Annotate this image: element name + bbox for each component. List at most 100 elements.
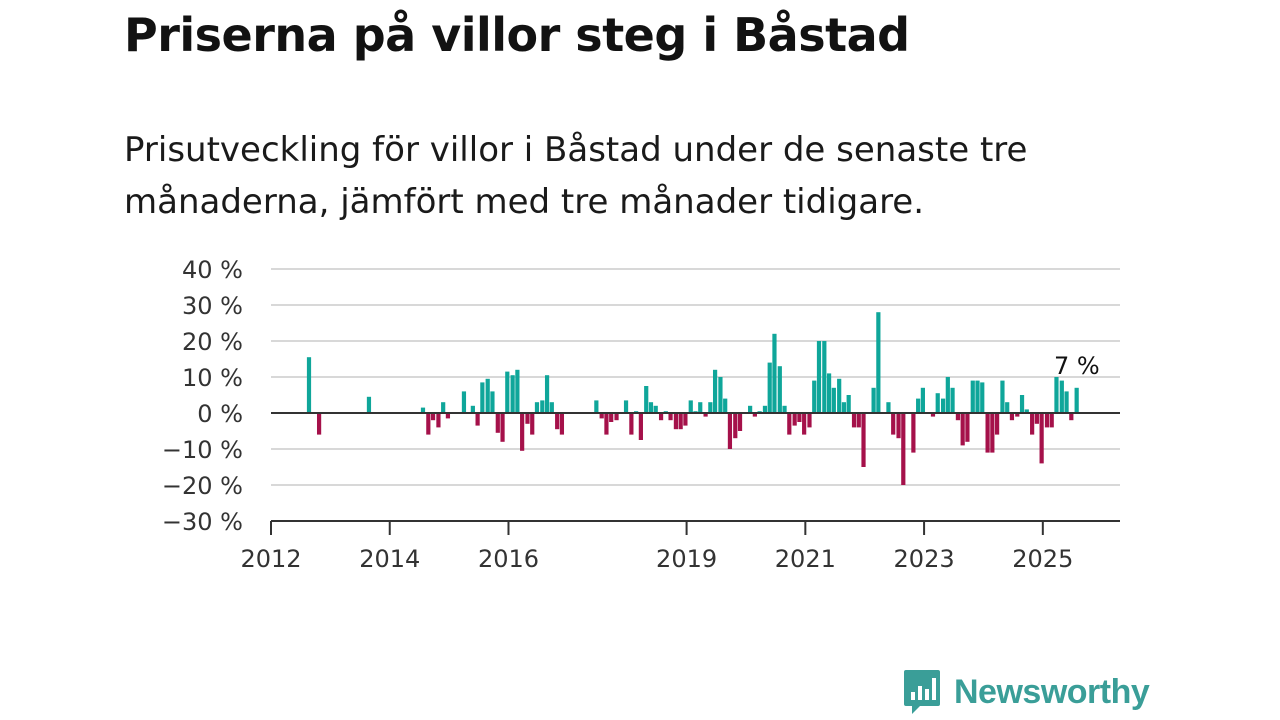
bar	[777, 366, 782, 413]
bar	[748, 405, 753, 413]
bars	[306, 312, 1079, 485]
page-subtitle: Prisutveckling för villor i Båstad under…	[124, 130, 1028, 222]
bar	[441, 402, 446, 413]
bar	[762, 405, 768, 413]
bar	[445, 413, 451, 419]
y-tick-label: −10 %	[162, 436, 243, 464]
bar	[861, 413, 866, 467]
bar	[644, 386, 649, 413]
bar	[718, 377, 723, 413]
bar	[638, 413, 643, 440]
bar	[871, 387, 876, 413]
bar	[1059, 380, 1064, 413]
bar	[470, 405, 475, 413]
bar	[426, 413, 431, 435]
bar	[733, 413, 738, 439]
bar	[812, 380, 817, 413]
bar	[940, 398, 946, 413]
bar	[1000, 380, 1005, 413]
bar	[609, 413, 614, 422]
bar	[1049, 413, 1054, 428]
bar	[901, 413, 906, 485]
bar	[1069, 413, 1074, 421]
bar	[500, 413, 505, 442]
x-tick-label: 2021	[775, 545, 836, 573]
bar	[658, 413, 664, 421]
bar	[816, 341, 822, 413]
bar	[826, 373, 832, 413]
bar	[540, 400, 545, 413]
brand-name: Newsworthy	[954, 672, 1150, 711]
bar	[480, 382, 485, 413]
bar	[520, 413, 525, 451]
bar	[985, 413, 990, 453]
bar	[555, 413, 560, 430]
bar	[792, 413, 797, 426]
bar	[960, 413, 965, 446]
bar	[930, 413, 936, 417]
x-tick-label: 2016	[478, 545, 539, 573]
y-tick-label: −30 %	[162, 508, 243, 536]
bar	[1019, 395, 1025, 413]
bar	[802, 413, 807, 435]
bar	[614, 413, 619, 421]
bar	[896, 413, 901, 439]
bar	[420, 407, 426, 413]
grid-lines	[271, 268, 1120, 486]
bar	[436, 413, 441, 428]
bar	[1039, 413, 1044, 464]
bar	[1024, 409, 1029, 413]
bar	[594, 400, 599, 413]
y-tick-label: 30 %	[182, 292, 243, 320]
bar	[623, 400, 629, 413]
bar	[737, 413, 743, 431]
bar	[505, 371, 510, 413]
bar	[920, 387, 925, 413]
bar	[1015, 413, 1020, 417]
bar	[673, 413, 679, 430]
y-tick-label: 40 %	[182, 256, 243, 284]
newsworthy-logo-icon	[904, 670, 940, 714]
bar	[599, 413, 604, 419]
bar	[549, 402, 554, 413]
bar	[1064, 391, 1069, 413]
x-tick-label: 2014	[359, 545, 420, 573]
x-axis-labels: 2012 2014 2016 2019 2021 2023 2025	[240, 545, 1073, 573]
bar	[950, 387, 955, 413]
bar	[727, 413, 733, 449]
bar	[797, 413, 802, 422]
bar	[1030, 413, 1035, 435]
bar	[995, 413, 1000, 435]
bar	[990, 413, 995, 453]
bar	[911, 413, 916, 453]
bar	[698, 402, 703, 413]
bar	[668, 413, 673, 421]
bar	[1005, 402, 1010, 413]
bar	[752, 413, 757, 417]
y-tick-label: 0 %	[197, 400, 243, 428]
y-tick-label: 20 %	[182, 328, 243, 356]
y-tick-label: −20 %	[162, 472, 243, 500]
bar	[515, 369, 520, 413]
bar	[475, 413, 480, 426]
bar	[886, 402, 891, 413]
bar	[703, 413, 708, 417]
bar	[916, 398, 921, 413]
bar	[945, 377, 950, 413]
bar	[510, 375, 515, 413]
bar	[1009, 413, 1015, 421]
bar	[1074, 387, 1079, 413]
bar	[1034, 413, 1039, 424]
bar	[544, 375, 550, 413]
bar	[688, 400, 693, 413]
bar	[461, 391, 467, 413]
x-tick-label: 2025	[1012, 545, 1073, 573]
bar	[831, 387, 836, 413]
bar	[534, 402, 540, 413]
bar	[891, 413, 896, 435]
bar	[316, 413, 322, 435]
bar	[975, 380, 980, 413]
bar	[935, 393, 940, 413]
bar	[851, 413, 857, 428]
